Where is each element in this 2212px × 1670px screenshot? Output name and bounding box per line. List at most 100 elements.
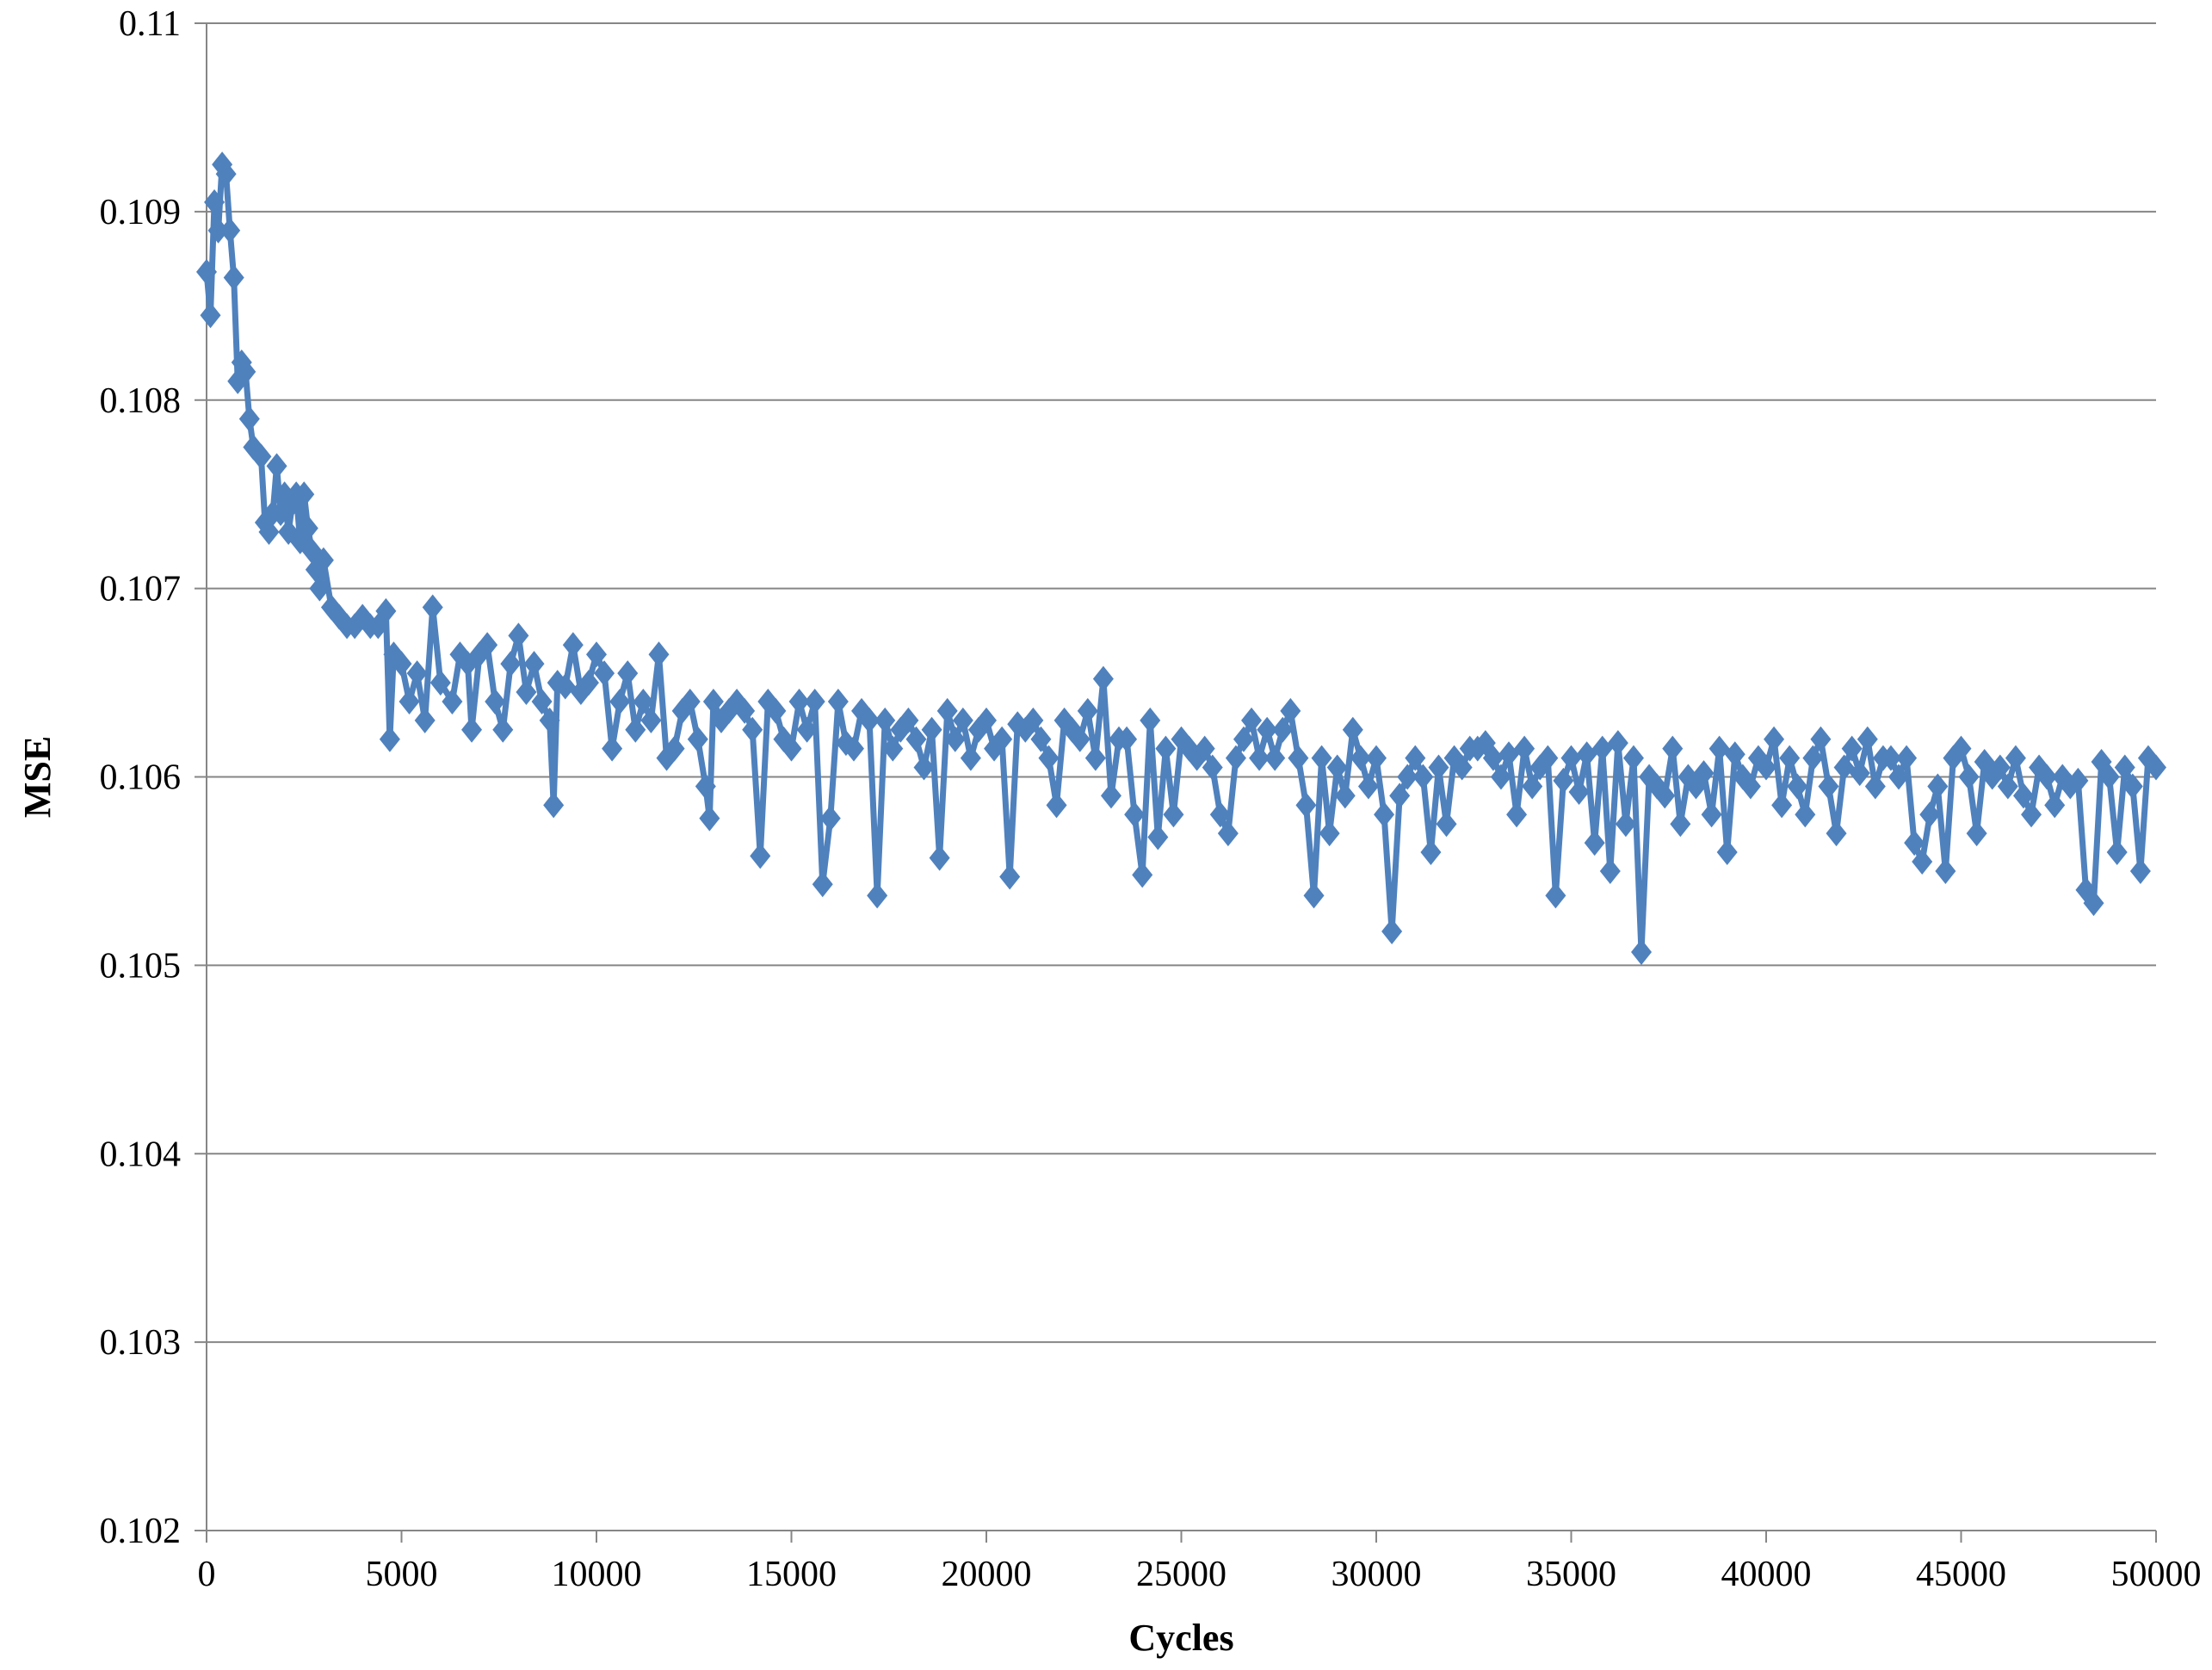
data-point-marker [1591, 735, 1613, 762]
data-point-marker [1888, 764, 1910, 790]
y-tick-label: 0.107 [100, 570, 182, 609]
data-point-marker [1084, 745, 1106, 771]
data-point-marker [1693, 760, 1715, 787]
data-point-marker [1405, 745, 1426, 771]
data-point-marker [594, 660, 615, 687]
data-point-marker [1935, 857, 1956, 884]
data-point-marker [309, 575, 331, 602]
data-point-marker [2122, 773, 2143, 800]
data-point-marker [1389, 782, 1411, 809]
data-point-marker [633, 688, 654, 714]
data-point-marker [960, 745, 981, 771]
data-point-marker [1436, 811, 1457, 838]
data-point-marker [1857, 726, 1878, 752]
data-point-marker [1966, 820, 1987, 847]
data-point-marker [258, 518, 280, 545]
data-point-marker [1303, 882, 1325, 909]
data-point-marker [2114, 754, 2135, 781]
data-point-marker [1568, 779, 1590, 806]
data-point-marker [1163, 801, 1184, 828]
data-point-marker [1615, 811, 1636, 838]
data-point-marker [796, 716, 818, 743]
data-point-marker [1958, 764, 1980, 790]
data-point-marker [1412, 764, 1434, 790]
data-point-marker [2098, 764, 2120, 790]
data-point-marker [578, 670, 599, 696]
data-point-marker [1132, 862, 1153, 888]
data-point-marker [485, 688, 506, 714]
data-point-marker [1420, 839, 1442, 866]
data-point-marker [554, 673, 576, 700]
data-point-marker [1295, 792, 1317, 819]
data-point-marker [765, 697, 787, 724]
data-point-marker [196, 258, 217, 285]
data-point-marker [734, 697, 756, 724]
data-point-marker [788, 688, 810, 714]
data-point-marker [1904, 830, 1925, 857]
data-point-marker [235, 358, 256, 385]
data-point-marker [1147, 824, 1169, 850]
data-point-marker [944, 726, 966, 752]
data-point-marker [1631, 939, 1653, 966]
data-point-marker [1919, 801, 1941, 828]
data-point-marker [1670, 811, 1691, 838]
data-point-marker [539, 707, 560, 733]
data-point-marker [204, 189, 226, 215]
data-point-marker [1764, 726, 1785, 752]
data-point-marker [699, 805, 720, 832]
data-point-marker [882, 735, 904, 762]
data-point-marker [1771, 792, 1793, 819]
data-point-marker [1989, 754, 2011, 781]
data-point-marker [1194, 735, 1215, 762]
data-point-marker [1264, 745, 1286, 771]
y-tick-label: 0.108 [100, 381, 182, 421]
data-point-marker [999, 863, 1021, 890]
data-point-marker [867, 882, 888, 909]
data-point-marker [1326, 754, 1348, 781]
data-point-marker [442, 688, 463, 714]
data-point-marker [2044, 792, 2066, 819]
data-point-marker [898, 707, 919, 733]
data-point-marker [679, 688, 701, 714]
data-point-marker [905, 726, 927, 752]
data-point-marker [1217, 820, 1239, 847]
data-point-marker [1506, 801, 1528, 828]
data-point-marker [1357, 773, 1379, 800]
data-point-marker [477, 632, 498, 659]
data-point-marker [2106, 839, 2128, 866]
data-point-marker [1708, 735, 1730, 762]
data-point-marker [936, 697, 958, 724]
data-point-marker [1795, 801, 1816, 828]
x-tick-label: 15000 [746, 1555, 837, 1594]
data-point-marker [1482, 745, 1504, 771]
data-point-marker [1522, 773, 1543, 800]
data-point-marker [1701, 801, 1722, 828]
data-point-marker [1092, 665, 1114, 692]
data-point-marker [1077, 697, 1098, 724]
data-point-marker [1342, 716, 1363, 743]
data-point-marker [1397, 764, 1418, 790]
y-tick-label: 0.106 [100, 758, 182, 798]
data-point-marker [1576, 741, 1597, 768]
y-tick-label: 0.102 [100, 1512, 182, 1551]
y-tick-label: 0.105 [100, 946, 182, 986]
data-point-marker [399, 688, 420, 714]
data-point-marker [952, 707, 973, 733]
data-point-marker [238, 405, 260, 432]
data-point-marker [742, 716, 763, 743]
data-point-marker [1927, 773, 1949, 800]
data-point-marker [215, 161, 237, 188]
series-mse [196, 152, 2166, 966]
data-point-marker [562, 632, 584, 659]
data-point-marker [827, 688, 849, 714]
data-point-marker [1864, 773, 1886, 800]
data-point-marker [1272, 716, 1294, 743]
data-point-marker [1030, 726, 1052, 752]
data-point-marker [1849, 760, 1870, 787]
data-point-marker [2036, 764, 2058, 790]
data-point-marker [1202, 754, 1223, 781]
data-point-marker [1366, 745, 1387, 771]
data-point-marker [523, 651, 545, 677]
data-point-marker [913, 754, 935, 781]
data-point-marker [406, 660, 428, 687]
